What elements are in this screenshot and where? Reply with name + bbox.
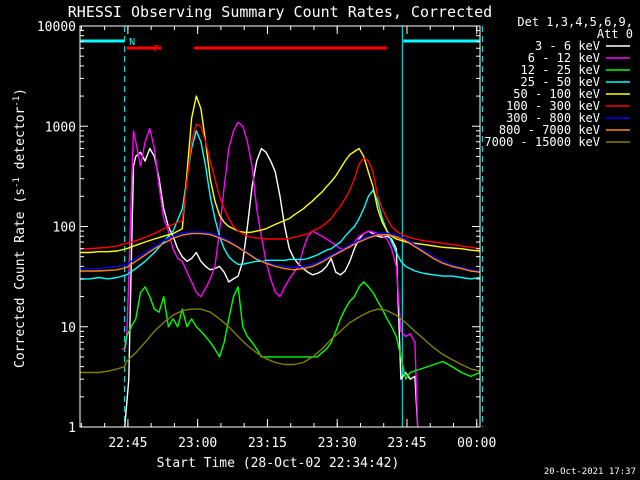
series-line-6 bbox=[80, 231, 481, 272]
series-line-4 bbox=[80, 95, 481, 254]
x-tick-label-1: 23:00 bbox=[178, 436, 217, 451]
flag-label-N: N bbox=[129, 37, 135, 48]
series-line-1 bbox=[121, 121, 419, 428]
plot-area: NF bbox=[80, 26, 483, 428]
flag-label-F: F bbox=[153, 44, 159, 55]
legend-label-8: 7000 - 15000 keV bbox=[484, 135, 600, 149]
y-axis-label: Corrected Count Rate (s-1 detector-1) bbox=[12, 88, 28, 368]
y-tick-label-4: 10000 bbox=[37, 20, 76, 35]
legend-label-1: 6 - 12 keV bbox=[528, 51, 600, 65]
axes: 1 10 100 1000 10000 22:45 23:00 23:15 23:30 23:45… bbox=[37, 20, 496, 451]
legend-header-detectors: Det 1,3,4,5,6,9, bbox=[517, 15, 633, 29]
y-tick-label-1: 10 bbox=[60, 321, 76, 336]
x-axis-label: Start Time (28-Oct-02 22:34:42) bbox=[157, 456, 400, 471]
y-tick-label-2: 100 bbox=[53, 221, 76, 236]
legend-label-5: 100 - 300 keV bbox=[506, 99, 600, 113]
x-tick-label-4: 23:45 bbox=[387, 436, 426, 451]
x-tick-label-5: 00:00 bbox=[457, 436, 496, 451]
timestamp: 20-Oct-2021 17:37 bbox=[544, 467, 636, 477]
series-line-5 bbox=[80, 123, 481, 250]
x-tick-label-0: 22:45 bbox=[108, 436, 147, 451]
legend-label-6: 300 - 800 keV bbox=[506, 111, 600, 125]
chart-title: RHESSI Observing Summary Count Rates, Co… bbox=[68, 3, 492, 21]
legend-label-4: 50 - 100 keV bbox=[513, 87, 600, 101]
series-line-3 bbox=[80, 130, 481, 280]
x-tick-label-3: 23:30 bbox=[318, 436, 357, 451]
series-line-7 bbox=[80, 232, 481, 273]
legend-label-7: 800 - 7000 keV bbox=[499, 123, 600, 137]
legend-label-3: 25 - 50 keV bbox=[521, 75, 600, 89]
y-tick-label-3: 1000 bbox=[45, 120, 76, 135]
y-tick-label-0: 1 bbox=[68, 421, 76, 436]
x-tick-label-2: 23:15 bbox=[248, 436, 287, 451]
series-line-8 bbox=[80, 308, 481, 374]
legend-header-attenuator: Att 0 bbox=[597, 27, 633, 41]
legend-label-0: 3 - 6 keV bbox=[535, 39, 600, 53]
legend-label-2: 12 - 25 keV bbox=[521, 63, 600, 77]
series-line-2 bbox=[124, 281, 481, 380]
